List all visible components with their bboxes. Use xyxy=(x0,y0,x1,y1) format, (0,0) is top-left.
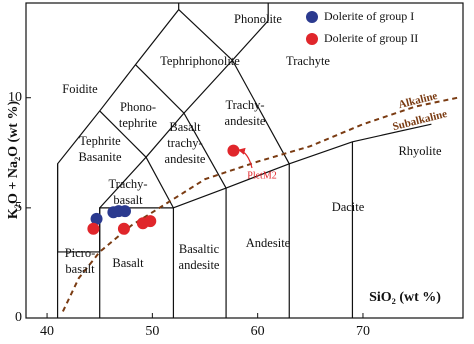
field-label: Phonolite xyxy=(234,12,282,26)
data-point xyxy=(87,222,100,235)
alkaline-divide xyxy=(61,96,458,312)
field-label: andesite xyxy=(165,152,206,166)
legend-label: Dolerite of group II xyxy=(324,31,418,45)
annotation-arrow xyxy=(237,147,253,169)
field-label: Foidite xyxy=(62,82,98,96)
field-label: Rhyolite xyxy=(398,144,442,158)
field-label: Phono- xyxy=(120,100,156,114)
field-label: Basalt xyxy=(169,120,201,134)
plot-frame xyxy=(25,2,464,319)
y-axis-title: K₂O + Na₂O (wt %) xyxy=(6,101,21,220)
field-label: Picro- xyxy=(65,246,96,260)
data-point xyxy=(227,144,240,157)
field-label: tephrite xyxy=(119,116,158,130)
field-label: andesite xyxy=(179,258,220,272)
field-boundary xyxy=(173,123,432,209)
field-label: basalt xyxy=(113,193,143,207)
y-tick-label: 5 xyxy=(15,200,22,215)
field-label: Tephrite xyxy=(79,134,121,148)
x-tick-label: 40 xyxy=(40,324,54,339)
series-label: Alkaline xyxy=(397,90,439,111)
y-tick-label: 0 xyxy=(15,310,22,325)
legend-marker xyxy=(306,33,318,45)
field-boundary xyxy=(135,59,290,165)
field-label: trachy- xyxy=(167,136,202,150)
field-label: Basanite xyxy=(78,150,121,164)
annotation: PletM2 xyxy=(247,170,276,181)
x-tick-label: 60 xyxy=(251,324,265,339)
field-label: Basaltic xyxy=(179,242,220,256)
field-label: Trachy- xyxy=(108,177,147,191)
data-point xyxy=(117,222,130,235)
field-boundary xyxy=(178,3,269,62)
data-point xyxy=(90,212,103,225)
x-tick-label: 50 xyxy=(145,324,159,339)
field-boundaries xyxy=(56,3,432,318)
field-label: Andesite xyxy=(246,236,291,250)
field-label: Tephriphonolite xyxy=(160,54,240,68)
legend-marker xyxy=(306,11,318,23)
legend-label: Dolerite of group I xyxy=(324,9,414,23)
x-axis-title: SiO₂ (wt %) xyxy=(369,290,441,305)
field-label: Dacite xyxy=(332,200,365,214)
field-label: Trachyte xyxy=(286,54,330,68)
field-label: andesite xyxy=(225,114,266,128)
field-boundary xyxy=(99,110,227,189)
data-point xyxy=(144,215,157,228)
field-label: Trachy- xyxy=(225,98,264,112)
y-tick-label: 10 xyxy=(8,90,22,105)
field-label: Basalt xyxy=(112,256,144,270)
field-boundary xyxy=(99,207,175,318)
field-label: basalt xyxy=(65,262,95,276)
data-point xyxy=(118,205,131,218)
x-tick-label: 70 xyxy=(356,324,370,339)
